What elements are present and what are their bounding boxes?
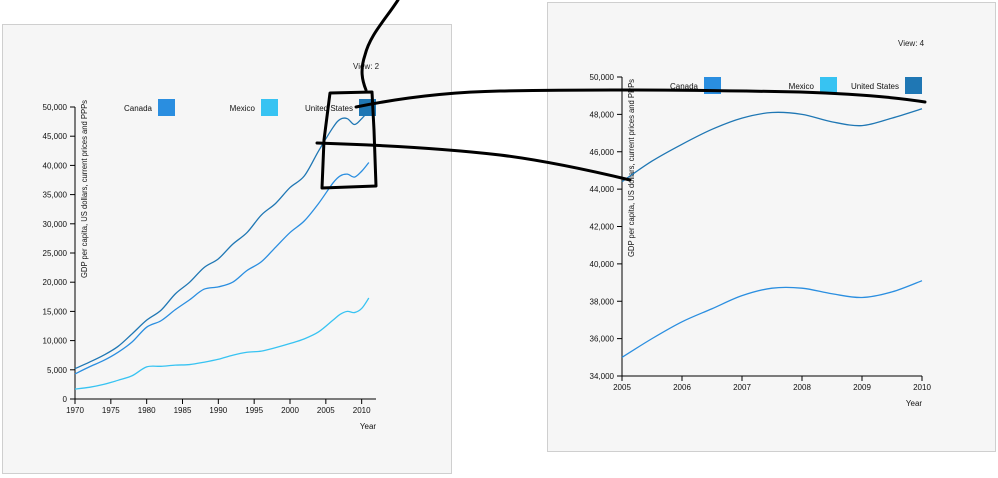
right-series-line-canada: [621, 280, 923, 358]
view-label-left: View: 2: [353, 62, 380, 71]
left-x-tick-label-6: 2000: [281, 406, 299, 415]
line-chart-right: 2005 2006 2007 2008 2009 2010 34,000 36,000 38,0…: [590, 73, 932, 408]
right-x-tick-label-3: 2008: [793, 383, 811, 392]
right-legend-swatch-2: [905, 77, 922, 94]
right-y-tick-label-4: 42,000: [590, 223, 615, 232]
right-x-axis-label: Year: [906, 399, 923, 408]
right-series-line-united-states: [621, 108, 923, 183]
right-y-tick-label-7: 48,000: [590, 110, 615, 119]
view-label-right: View: 4: [898, 39, 925, 48]
left-legend-swatch-0: [158, 99, 175, 116]
chart-panel-left: View: 2 1970 1975 1980 1985 1990 1995 2000 2005…: [2, 24, 452, 474]
left-y-tick-label-3: 15,000: [43, 307, 68, 316]
right-y-tick-label-0: 34,000: [590, 372, 615, 381]
left-x-tick-label-5: 1995: [245, 406, 263, 415]
left-x-tick-label-1: 1975: [102, 406, 120, 415]
right-y-tick-label-5: 44,000: [590, 185, 615, 194]
left-y-tick-label-2: 10,000: [43, 337, 68, 346]
right-legend-label-2: United States: [851, 82, 899, 91]
right-y-axis-label: GDP per capita, US dollars, current pric…: [627, 79, 636, 257]
left-legend-label-1: Mexico: [230, 104, 256, 113]
right-x-tick-label-0: 2005: [613, 383, 631, 392]
left-series-line-united-states: [74, 110, 370, 370]
right-y-tick-label-2: 38,000: [590, 297, 615, 306]
left-legend-label-2: United States: [305, 104, 353, 113]
right-legend-swatch-1: [820, 77, 837, 94]
left-y-tick-label-4: 20,000: [43, 278, 68, 287]
left-y-tick-label-1: 5,000: [47, 366, 68, 375]
left-legend-swatch-1: [261, 99, 278, 116]
left-y-tick-label-7: 35,000: [43, 191, 68, 200]
left-legend-swatch-2: [359, 99, 376, 116]
right-y-tick-label-8: 50,000: [590, 73, 615, 82]
right-x-tick-label-1: 2006: [673, 383, 691, 392]
left-y-tick-label-5: 25,000: [43, 249, 68, 258]
right-legend-swatch-0: [704, 77, 721, 94]
left-x-tick-label-7: 2005: [317, 406, 335, 415]
left-x-axis-label: Year: [360, 422, 377, 431]
left-y-tick-label-0: 0: [63, 395, 68, 404]
left-y-tick-label-10: 50,000: [43, 103, 68, 112]
left-legend-label-0: Canada: [124, 104, 153, 113]
left-y-tick-label-8: 40,000: [43, 161, 68, 170]
right-x-tick-label-2: 2007: [733, 383, 751, 392]
right-legend-label-0: Canada: [670, 82, 699, 91]
left-series-line-canada: [74, 162, 370, 375]
left-x-tick-label-3: 1985: [174, 406, 192, 415]
chart-panel-right: View: 4 2005 2006 2007 2008 2009 2010 34,000 36…: [547, 2, 996, 452]
right-legend-label-1: Mexico: [789, 82, 815, 91]
left-x-tick-label-2: 1980: [138, 406, 156, 415]
left-y-tick-label-9: 45,000: [43, 132, 68, 141]
right-y-tick-label-3: 40,000: [590, 260, 615, 269]
left-y-tick-label-6: 30,000: [43, 220, 68, 229]
right-x-tick-label-4: 2009: [853, 383, 871, 392]
left-y-axis-label: GDP per capita, US dollars, current pric…: [80, 100, 89, 278]
left-series-line-mexico: [74, 297, 370, 390]
right-y-tick-label-6: 46,000: [590, 148, 615, 157]
line-chart-left: 1970 1975 1980 1985 1990 1995 2000 2005 2010 0 5,0…: [43, 99, 377, 431]
left-x-tick-label-0: 1970: [66, 406, 84, 415]
left-x-tick-label-8: 2010: [353, 406, 371, 415]
right-x-tick-label-5: 2010: [913, 383, 931, 392]
right-y-tick-label-1: 36,000: [590, 335, 615, 344]
left-x-tick-label-4: 1990: [209, 406, 227, 415]
